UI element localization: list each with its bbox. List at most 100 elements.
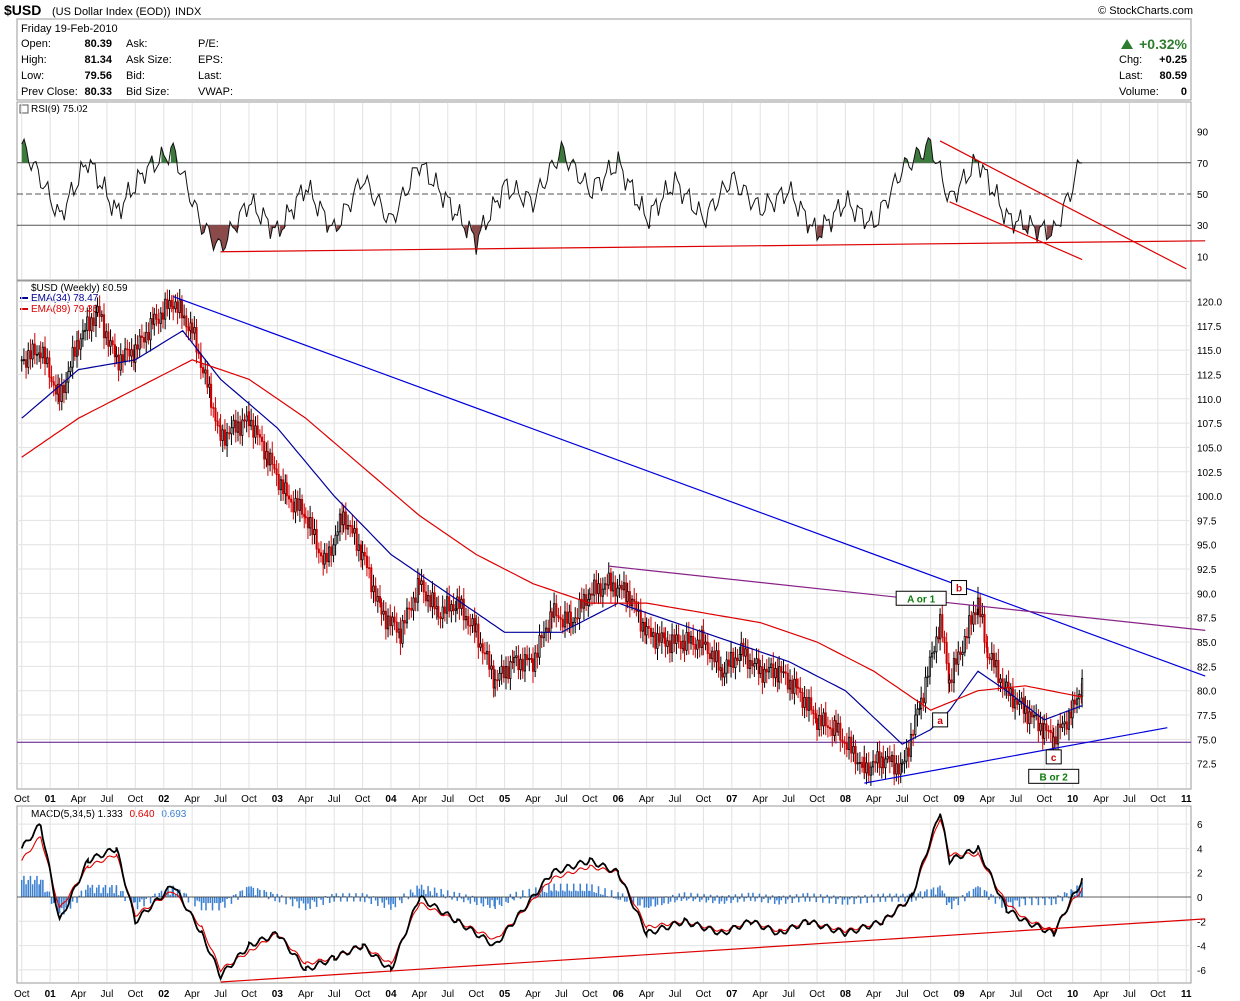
macd-histogram-bar <box>65 897 67 908</box>
macd-histogram-bar <box>828 897 831 904</box>
macd-histogram-bar <box>1012 897 1014 909</box>
macd-y-tick: 0 <box>1197 893 1203 904</box>
price-candle <box>509 661 512 679</box>
price-candle <box>151 318 154 325</box>
chart-name: (US Dollar Index (EOD)) <box>52 6 171 18</box>
price-candle <box>1007 681 1010 696</box>
macd-histogram-bar <box>806 892 809 897</box>
macd-histogram-bar <box>939 885 941 897</box>
macd-histogram-bar <box>859 897 862 904</box>
price-candle <box>475 623 478 633</box>
macd-histogram-bar <box>169 894 171 897</box>
macd-histogram-bar <box>612 897 615 899</box>
macd-histogram-bar <box>226 897 228 900</box>
macd-histogram-bar <box>539 894 541 897</box>
macd-histogram-bar <box>815 897 818 903</box>
macd-histogram-bar <box>583 891 586 897</box>
macd-histogram-bar <box>263 890 265 897</box>
price-candle <box>580 598 583 609</box>
rsi-trendline <box>939 140 1187 270</box>
macd-histogram-bar <box>361 893 364 897</box>
price-candle <box>405 607 409 624</box>
price-candle <box>22 359 25 362</box>
price-candle <box>890 755 894 762</box>
macd-histogram-bar <box>851 896 853 897</box>
x-tick-label: Apr <box>525 794 541 805</box>
rsi-legend-box <box>19 104 29 114</box>
macd-histogram-bar <box>486 897 489 905</box>
price-candle <box>970 615 973 625</box>
price-candle <box>882 756 885 769</box>
x-tick-label: Oct <box>1036 989 1052 1000</box>
price-candle <box>633 598 636 602</box>
x-tick-label: 08 <box>840 989 852 1000</box>
macd-histogram-bar <box>84 889 87 897</box>
price-candle <box>221 429 224 441</box>
macd-histogram-bar <box>31 884 34 897</box>
macd-histogram-bar <box>643 897 646 908</box>
quote-label: Last: <box>1119 70 1143 82</box>
price-candle <box>566 611 569 624</box>
macd-histogram-bar <box>1003 897 1005 902</box>
macd-histogram-bar <box>401 897 403 904</box>
macd-histogram-bar <box>232 895 235 897</box>
price-candle <box>94 312 98 326</box>
price-candle <box>338 513 341 533</box>
price-candle <box>903 760 906 764</box>
macd-histogram-bar <box>656 897 659 905</box>
price-candle <box>456 596 459 610</box>
macd-histogram-bar <box>661 897 663 906</box>
x-tick-label: 11 <box>1181 794 1192 805</box>
price-candle <box>178 299 181 314</box>
macd-histogram-bar <box>881 895 884 897</box>
macd-histogram-bar <box>545 892 548 897</box>
price-y-tick: 80.0 <box>1197 687 1217 698</box>
macd-histogram-bar <box>171 886 174 897</box>
price-candle <box>435 606 438 610</box>
price-candle <box>788 679 792 690</box>
price-candle <box>174 301 177 310</box>
macd-histogram-bar <box>837 897 839 900</box>
price-candle <box>342 511 345 526</box>
x-tick-label: Jul <box>1123 989 1136 1000</box>
macd-histogram-bar <box>752 892 754 897</box>
macd-histogram-bar <box>897 897 900 902</box>
macd-histogram-bar <box>680 897 683 901</box>
macd-histogram-bar <box>113 893 115 897</box>
price-candle <box>974 612 977 616</box>
macd-histogram-bar <box>39 879 42 897</box>
price-candle <box>27 350 30 368</box>
price-candle <box>519 658 522 671</box>
macd-histogram-bar <box>968 891 970 897</box>
price-candle <box>723 672 726 678</box>
macd-histogram-bar <box>353 897 355 902</box>
price-y-tick: 112.5 <box>1197 370 1222 381</box>
price-candle <box>517 655 520 671</box>
price-candle <box>81 330 84 340</box>
price-candle <box>706 641 709 655</box>
price-candle <box>236 421 240 433</box>
price-y-tick: 102.5 <box>1197 468 1222 479</box>
macd-histogram-bar <box>89 887 91 897</box>
macd-histogram-bar <box>645 897 648 908</box>
x-tick-label: Jul <box>555 794 568 805</box>
price-candle <box>863 756 866 774</box>
x-tick-label: 06 <box>613 989 625 1000</box>
price-candle <box>639 609 642 632</box>
price-candle <box>924 677 927 704</box>
copyright[interactable]: © StockCharts.com <box>1098 5 1193 17</box>
price-candle <box>901 762 904 765</box>
macd-histogram-bar <box>1066 893 1068 897</box>
macd-histogram-bar <box>493 897 496 907</box>
price-candle <box>761 666 764 683</box>
macd-histogram-bar <box>228 897 231 899</box>
price-candle <box>96 306 99 313</box>
macd-histogram-bar <box>420 884 423 897</box>
macd-histogram-bar <box>906 895 909 897</box>
price-candle <box>39 352 42 359</box>
price-candle <box>351 525 354 534</box>
macd-histogram-bar <box>469 897 472 904</box>
macd-histogram-bar <box>379 897 381 899</box>
price-candle <box>341 513 344 526</box>
price-candle <box>797 686 800 689</box>
